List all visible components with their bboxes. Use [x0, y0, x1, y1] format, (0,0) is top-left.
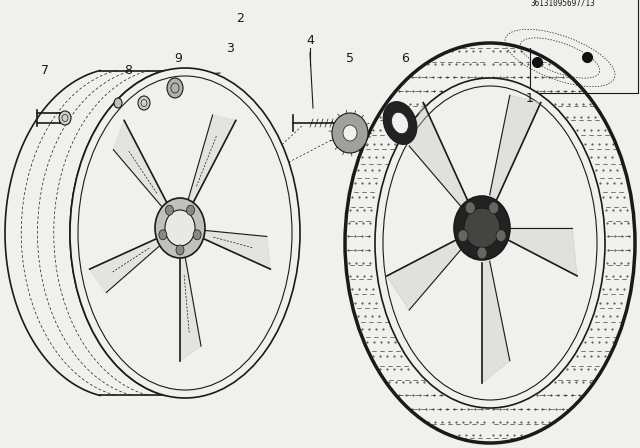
Text: 5: 5 [346, 52, 354, 65]
Ellipse shape [159, 230, 167, 240]
Ellipse shape [114, 98, 122, 108]
Polygon shape [201, 230, 270, 269]
Polygon shape [506, 228, 577, 276]
Polygon shape [482, 261, 510, 383]
Ellipse shape [392, 112, 408, 134]
Ellipse shape [165, 205, 173, 215]
Text: 9: 9 [174, 52, 182, 65]
Ellipse shape [496, 230, 506, 242]
Ellipse shape [465, 202, 476, 214]
Ellipse shape [176, 245, 184, 255]
Ellipse shape [489, 202, 499, 214]
Ellipse shape [70, 68, 300, 398]
Ellipse shape [343, 125, 357, 141]
Ellipse shape [155, 198, 205, 258]
Text: 6: 6 [401, 52, 409, 65]
Polygon shape [180, 258, 201, 361]
Ellipse shape [454, 196, 510, 260]
Polygon shape [490, 95, 541, 200]
Polygon shape [188, 115, 236, 203]
Ellipse shape [477, 247, 487, 259]
Ellipse shape [59, 111, 71, 125]
Ellipse shape [383, 102, 417, 144]
Text: 8: 8 [124, 64, 132, 77]
Ellipse shape [375, 78, 605, 408]
Text: 2: 2 [236, 12, 244, 25]
Polygon shape [387, 239, 462, 310]
Ellipse shape [167, 78, 183, 98]
Ellipse shape [187, 205, 195, 215]
Polygon shape [90, 237, 161, 293]
Text: 7: 7 [41, 64, 49, 77]
Ellipse shape [193, 230, 201, 240]
Text: 4: 4 [306, 34, 314, 47]
Ellipse shape [138, 96, 150, 110]
Ellipse shape [458, 230, 468, 242]
Text: 36131095697/13: 36131095697/13 [531, 0, 595, 8]
Polygon shape [409, 103, 467, 207]
Text: 3: 3 [226, 42, 234, 55]
Ellipse shape [165, 210, 195, 246]
Ellipse shape [332, 113, 368, 153]
Polygon shape [113, 121, 167, 208]
Text: 1: 1 [526, 91, 534, 104]
Ellipse shape [337, 116, 349, 130]
Ellipse shape [464, 208, 500, 248]
